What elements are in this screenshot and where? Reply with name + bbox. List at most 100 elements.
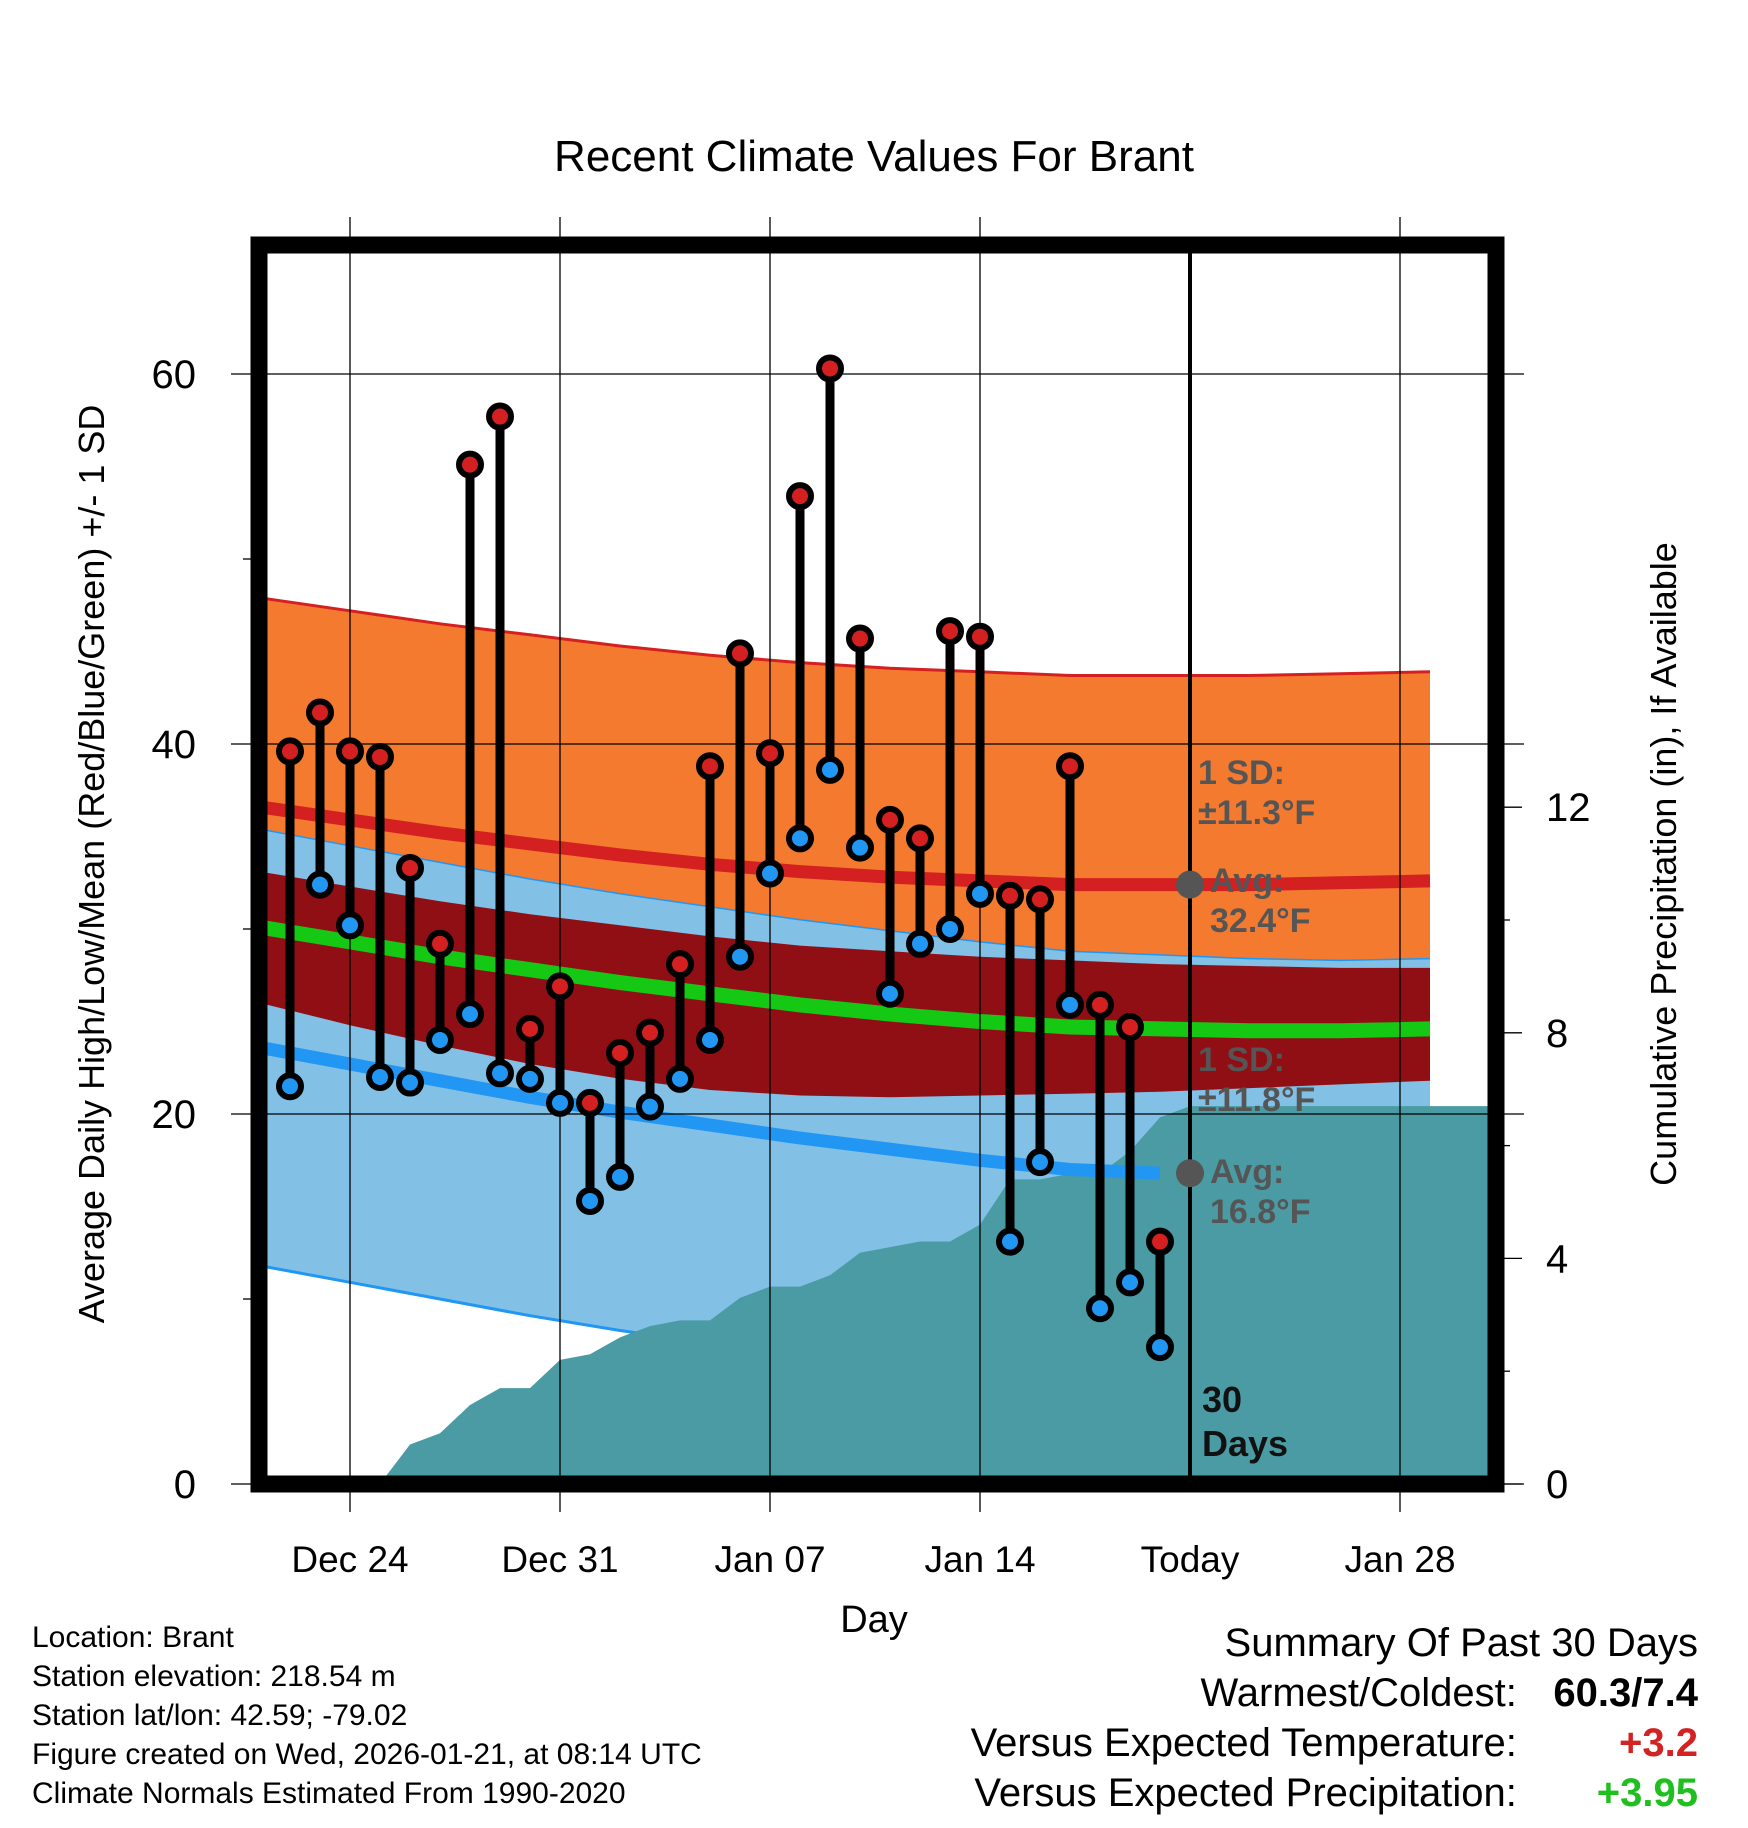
summary-heading: Summary Of Past 30 Days [1224,1621,1698,1665]
high-point [936,617,964,646]
high-point [786,482,814,511]
precipitation-area [290,1106,1496,1484]
high-point [996,881,1024,910]
days-count-label: 30 [1202,1379,1242,1420]
x-tick-label: Jan 07 [714,1539,825,1580]
low-point [1086,1294,1114,1323]
precip-value: +3.95 [1596,1771,1698,1815]
low-point [1026,1148,1054,1177]
x-axis-title: Day [840,1599,908,1641]
low-sd-upper-line [259,828,1431,962]
y-axis-title: Average Daily High/Low/Mean (Red/Blue/Gr… [71,405,112,1324]
high-point [1086,990,1114,1019]
warmest-coldest-value: 60.3/7.4 [1553,1671,1698,1715]
low-point [966,879,994,908]
created-text: Figure created on Wed, 2026-01-21, at 08… [32,1738,702,1771]
summary-precip: Versus Expected Precipitation: +3.95 [971,1768,1698,1818]
low-point [666,1064,694,1093]
low-point [1056,990,1084,1019]
high-point [816,354,844,383]
high-point [486,402,514,431]
low-point [336,911,364,940]
elevation-text: Station elevation: 218.54 m [32,1660,396,1693]
low-point [546,1088,574,1117]
high-avg-marker [1176,870,1204,899]
low-avg-value: 16.8°F [1210,1193,1311,1231]
y-tick-label: 40 [152,723,197,767]
y-tick-label: 60 [152,353,197,397]
mean-sd-band [260,871,1430,1098]
low-avg-label: Avg: [1210,1153,1284,1191]
low-point [516,1064,544,1093]
high-sd-label: 1 SD: [1198,754,1285,792]
high-point [546,972,574,1001]
low-point [936,915,964,943]
high-point [426,929,454,958]
low-point [786,824,814,853]
y-tick-label: 20 [152,1093,197,1137]
low-point [486,1059,514,1088]
low-point [846,833,874,862]
low-point [816,755,844,784]
x-tick-label: Dec 24 [291,1539,408,1580]
low-point [366,1063,394,1091]
low-point [276,1072,304,1101]
normals-text: Climate Normals Estimated From 1990-2020 [32,1777,626,1810]
low-point [576,1186,604,1215]
high-point [666,950,694,979]
low-avg-marker [1176,1159,1204,1188]
high-point [636,1018,664,1047]
low-point [756,859,784,888]
low-point [306,870,334,899]
x-tick-label: Jan 14 [924,1539,1035,1580]
y2-tick-label: 12 [1546,786,1591,830]
high-point [1056,752,1084,781]
high-point [756,739,784,768]
y2-tick-label: 4 [1546,1237,1568,1281]
low-point [1146,1333,1174,1362]
high-point [846,624,874,653]
low-point [1116,1268,1144,1297]
high-point [306,698,334,727]
x-tick-label: Today [1141,1539,1240,1580]
plot-frame [250,236,1505,1493]
x-tick-label: Jan 28 [1344,1539,1455,1580]
low-point [426,1026,454,1054]
high-point [576,1088,604,1117]
high-point [696,752,724,781]
summary-warmest-coldest: Warmest/Coldest: 60.3/7.4 [971,1668,1699,1718]
high-avg-value: 32.4°F [1210,902,1311,940]
low-point [726,942,754,971]
high-point [456,450,484,479]
high-point [1026,885,1054,914]
low-point [906,929,934,958]
y2-axis-title: Cumulative Precipitation (in), If Availa… [1643,542,1684,1186]
low-point [696,1026,724,1054]
low-point [456,1000,484,1029]
high-sd-upper-line [259,596,1431,677]
high-point [336,737,364,766]
summary-panel: Summary Of Past 30 Days Warmest/Coldest:… [971,1618,1698,1818]
high-point [366,742,394,771]
high-point [516,1014,544,1043]
high-point [276,737,304,766]
high-avg-label: Avg: [1210,862,1284,900]
warmest-coldest-label: Warmest/Coldest: [1200,1671,1517,1715]
latlon-text: Station lat/lon: 42.59; -79.02 [32,1699,408,1732]
high-point [876,805,904,834]
low-point [606,1162,634,1191]
low-point [996,1227,1024,1256]
low-sd-value: ±11.8°F [1198,1081,1315,1119]
high-point [606,1038,634,1067]
high-point [1146,1227,1174,1256]
low-point [636,1092,664,1121]
high-sd-value: ±11.3°F [1198,794,1315,832]
temp-value: +3.2 [1619,1721,1698,1765]
temp-label: Versus Expected Temperature: [970,1721,1517,1765]
days-text-label: Days [1202,1423,1288,1464]
normal-mean-line [259,919,1431,1039]
high-point [726,639,754,668]
y2-tick-label: 0 [1546,1463,1568,1507]
chart-title: Recent Climate Values For Brant [554,132,1194,181]
low-point [876,979,904,1008]
